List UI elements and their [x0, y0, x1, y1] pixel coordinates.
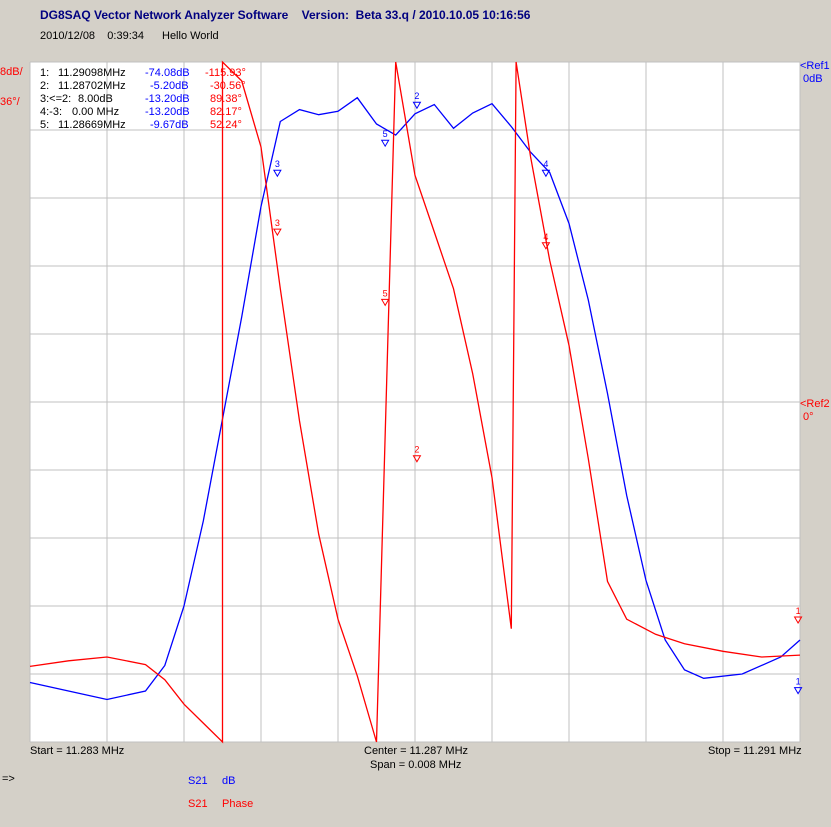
marker-label: 1: [796, 606, 801, 616]
trace-marker[interactable]: 5: [380, 129, 390, 148]
trace-marker[interactable]: 5: [380, 288, 390, 307]
date-time: 2010/12/08 0:39:34: [40, 30, 144, 42]
marker-id: 4:-3:: [40, 106, 63, 118]
trace-marker[interactable]: 1: [793, 677, 803, 695]
marker-freq: 8.00dB: [78, 93, 113, 105]
marker-triangle: [272, 228, 282, 237]
scale-db-per-div: 8dB/: [0, 66, 23, 78]
marker-freq: 11.28702MHz: [58, 80, 126, 92]
marker-id: 5:: [40, 119, 50, 131]
marker-freq: 11.29098MHz: [58, 67, 126, 79]
ref1-value: 0dB: [803, 73, 823, 85]
marker-phase: -115.93°: [205, 67, 246, 79]
traces: [29, 60, 801, 744]
marker-triangle: [380, 298, 390, 307]
marker-label: 2: [414, 91, 419, 101]
marker-triangle: [412, 101, 422, 110]
marker-triangle: [541, 242, 551, 250]
marker-id: 1:: [40, 67, 50, 79]
marker-triangle: [380, 139, 390, 148]
marker-phase: 82.17°: [210, 106, 242, 118]
marker-freq: 11.28669MHz: [58, 119, 126, 131]
marker-triangle: [793, 616, 803, 624]
legend-trace-name: S21: [188, 798, 208, 810]
ref1-label[interactable]: <Ref1: [800, 60, 830, 72]
marker-triangle: [272, 169, 282, 178]
marker-db: -13.20dB: [145, 93, 190, 105]
marker-phase: 89.38°: [210, 93, 242, 105]
trace-marker[interactable]: 1: [793, 606, 803, 624]
marker-id: 2:: [40, 80, 50, 92]
ref2-value: 0°: [803, 411, 814, 423]
marker-db: -9.67dB: [150, 119, 189, 131]
marker-label: 5: [383, 288, 388, 298]
marker-phase: -30.56°: [210, 80, 246, 92]
command-prompt-arrow: =>: [2, 773, 15, 785]
comment-text: Hello World: [162, 30, 219, 42]
center-frequency[interactable]: Center = 11.287 MHz: [364, 745, 469, 757]
marker-freq: 0.00 MHz: [72, 106, 120, 118]
trace-marker[interactable]: 2: [412, 91, 422, 110]
trace-marker[interactable]: 3: [272, 159, 282, 178]
marker-label: 4: [543, 159, 548, 169]
marker-db: -13.20dB: [145, 106, 190, 118]
stop-frequency[interactable]: Stop = 11.291 MHz: [708, 745, 802, 757]
span-frequency[interactable]: Span = 0.008 MHz: [370, 759, 462, 771]
marker-db: -74.08dB: [145, 67, 190, 79]
trace-marker[interactable]: 2: [412, 445, 422, 463]
marker-db: -5.20dB: [150, 80, 189, 92]
trace-marker[interactable]: 4: [541, 159, 551, 178]
marker-triangle: [793, 687, 803, 695]
start-frequency[interactable]: Start = 11.283 MHz: [30, 745, 125, 757]
scale-deg-per-div: 36°/: [0, 96, 20, 108]
legend-trace-unit: Phase: [222, 798, 254, 810]
marker-label: 5: [383, 129, 388, 139]
marker-triangle: [541, 169, 551, 178]
trace-markers: 1 2 3 4 5 1 2 3 4 5: [272, 91, 803, 695]
window-title: DG8SAQ Vector Network Analyzer Software …: [40, 8, 531, 22]
marker-label: 2: [414, 445, 419, 455]
trace-marker[interactable]: 4: [541, 232, 551, 250]
trace-s21-phase[interactable]: [29, 60, 801, 744]
marker-label: 1: [796, 677, 801, 687]
trace-marker[interactable]: 3: [272, 218, 282, 237]
trace-s21-db[interactable]: [29, 96, 801, 701]
marker-label: 3: [275, 218, 280, 228]
marker-label: 4: [543, 232, 548, 242]
marker-label: 3: [275, 159, 280, 169]
marker-phase: 52.24°: [210, 119, 242, 131]
grid: [29, 61, 801, 743]
ref2-label[interactable]: <Ref2: [800, 398, 830, 410]
marker-triangle: [412, 455, 422, 463]
marker-id: 3:<=2:: [40, 93, 72, 105]
legend-trace-unit: dB: [222, 775, 236, 787]
legend-trace-name: S21: [188, 775, 208, 787]
